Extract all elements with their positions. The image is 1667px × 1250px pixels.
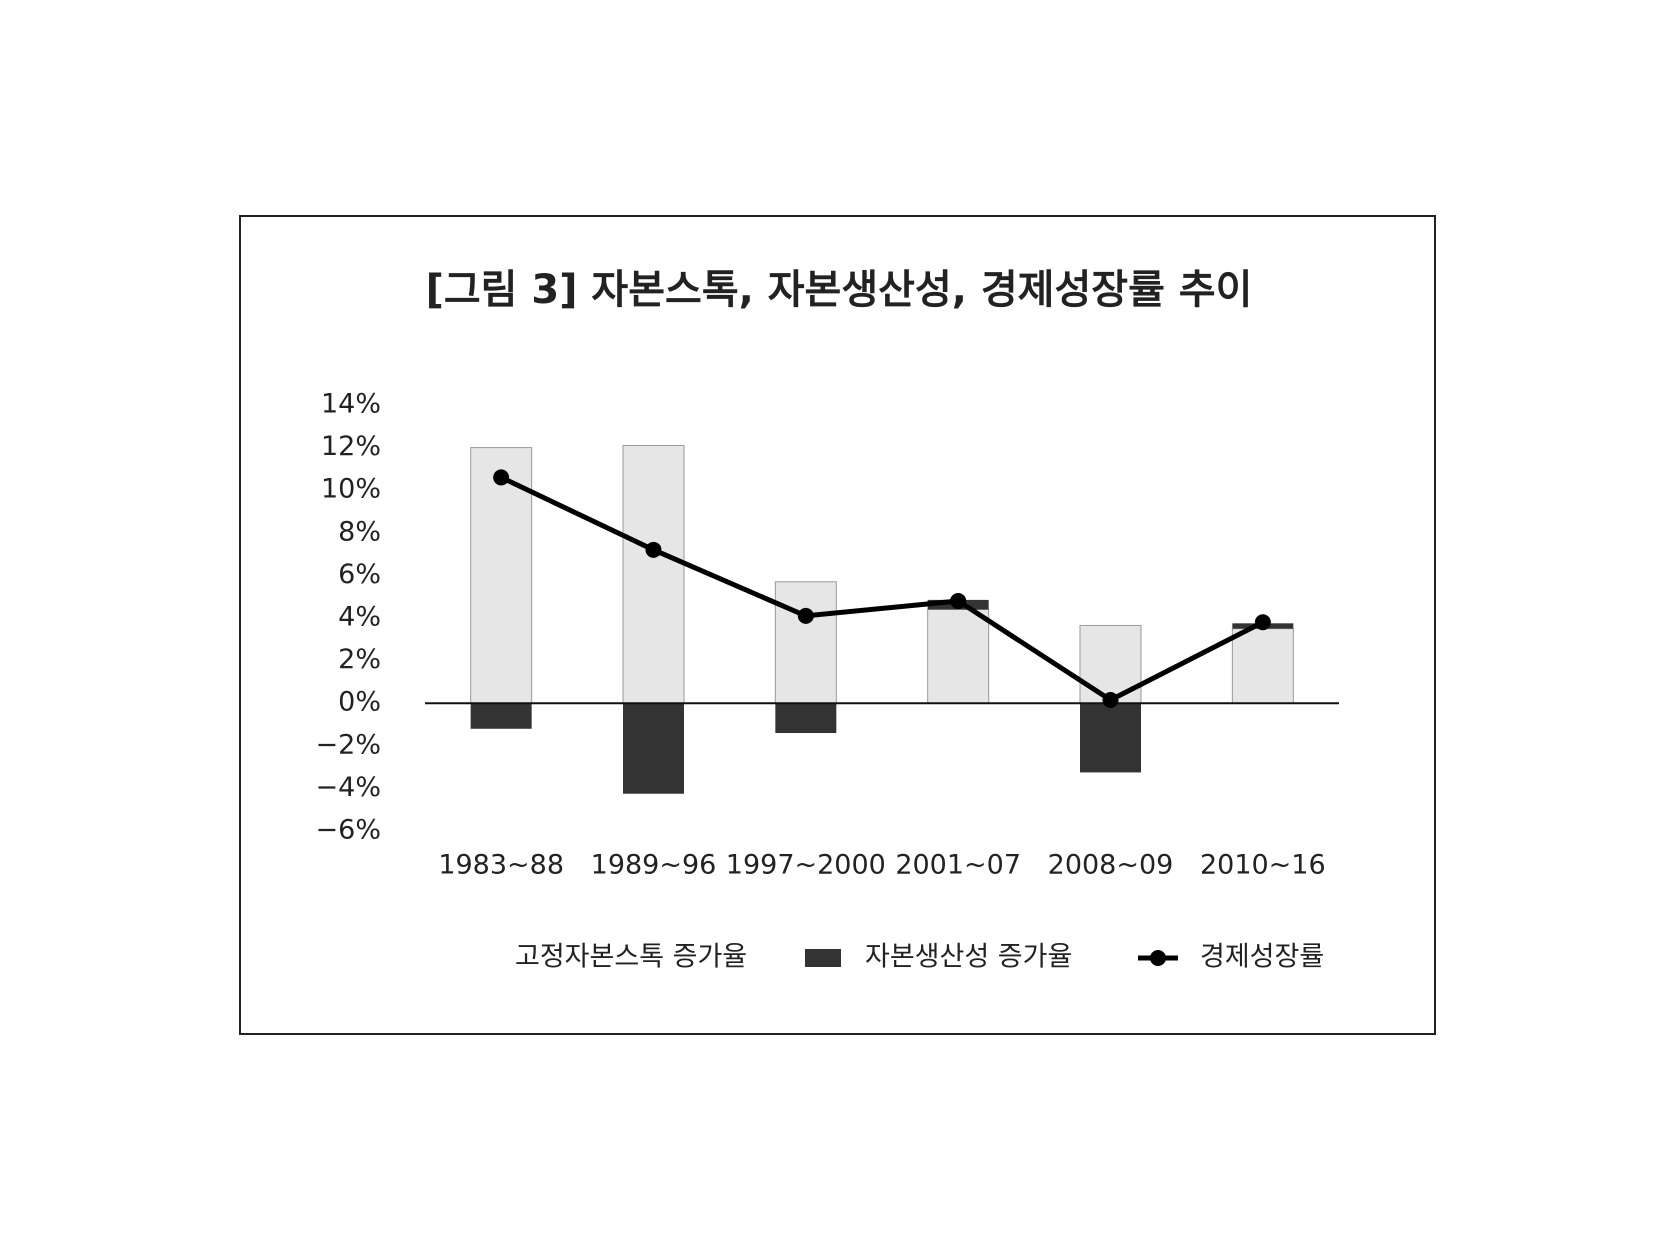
line-marker: [493, 469, 510, 486]
bar: [1080, 703, 1141, 773]
bar: [622, 444, 685, 704]
y-tick-label: −2%: [316, 729, 381, 760]
x-tick-label: 1983~88: [438, 850, 564, 881]
bar: [927, 608, 990, 704]
y-tick-label: 0%: [338, 687, 381, 718]
y-tick-label: 4%: [338, 602, 381, 633]
y-tick-label: 6%: [338, 559, 381, 590]
y-tick-label: 2%: [338, 644, 381, 675]
legend-label: 자본생산성 증가율: [865, 942, 1072, 973]
x-tick-label: 2001~07: [895, 850, 1021, 881]
x-tick-label: 1989~96: [591, 850, 717, 881]
legend-swatch: [805, 949, 841, 967]
legend-label: 경제성장률: [1200, 942, 1324, 973]
x-tick-label: 2010~16: [1200, 850, 1326, 881]
y-tick-label: 10%: [321, 474, 381, 505]
line-marker: [950, 592, 967, 609]
bar: [774, 581, 837, 704]
legend-swatch: [1150, 950, 1166, 966]
bar: [470, 447, 533, 704]
y-tick-label: 8%: [338, 516, 381, 547]
bar: [623, 703, 684, 794]
x-tick-label: 2008~09: [1048, 850, 1174, 881]
bar: [775, 703, 837, 734]
line-marker: [645, 541, 662, 558]
x-tick-label: 1997~2000: [726, 850, 886, 881]
chart-title: [그림 3] 자본스톡, 자본생산성, 경제성장률 추이: [426, 267, 1253, 313]
bar: [470, 703, 532, 729]
line-marker: [1254, 614, 1271, 631]
line-marker: [797, 607, 814, 624]
legend-label: 고정자본스톡 증가율: [515, 942, 747, 973]
line: [500, 475, 1264, 703]
y-tick-label: 12%: [321, 431, 381, 462]
bar: [1231, 628, 1294, 704]
y-tick-label: 14%: [321, 389, 381, 420]
y-tick-label: −6%: [316, 815, 381, 846]
line-marker: [1102, 692, 1119, 709]
y-tick-label: −4%: [316, 772, 381, 803]
frame: [239, 215, 1436, 1035]
